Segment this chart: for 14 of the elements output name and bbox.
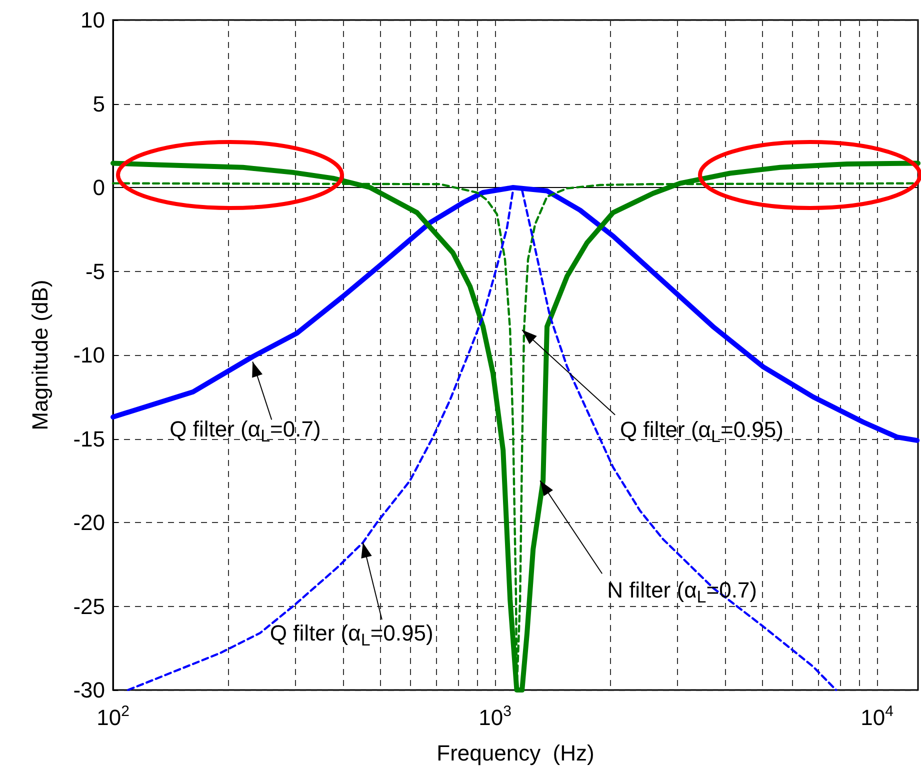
annotation: Q filter (α$_{L}$=0.95)	[270, 620, 434, 650]
y-tick-label: -20	[73, 510, 105, 535]
y-tick-label: -30	[73, 678, 105, 702]
y-tick-label: 10	[80, 8, 105, 32]
y-tick-label: -10	[73, 342, 105, 368]
y-tick-label: 5	[92, 91, 105, 116]
annotation: Q filter (α$_{L}$=0.95)	[620, 416, 784, 446]
y-tick-label: 0	[92, 175, 105, 200]
annotation: Q filter (α$_{L}$=0.7)	[170, 416, 321, 446]
y-tick-label: -25	[73, 594, 105, 619]
y-tick-label: -15	[73, 426, 105, 452]
x-axis-title: Frequency (Hz)	[436, 740, 594, 766]
y-tick-label: -5	[85, 258, 105, 284]
y-axis-title: Magnitude (dB)	[28, 280, 52, 430]
